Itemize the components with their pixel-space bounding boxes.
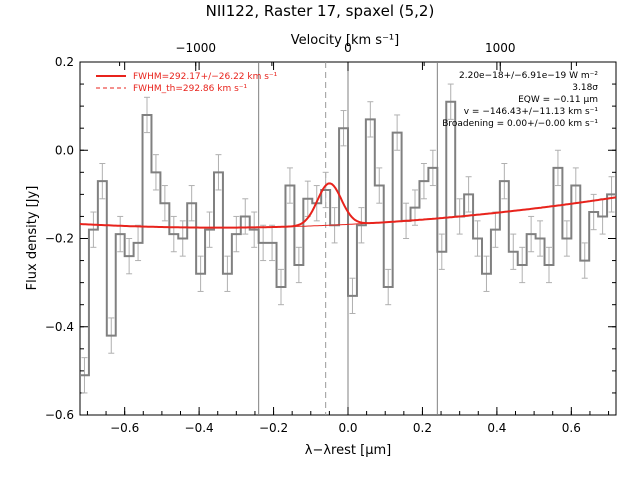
- legend-label-fwhm: FWHM=292.17+/−26.22 km s⁻¹: [133, 72, 278, 82]
- spectrum-series: [80, 100, 616, 377]
- y-tick-label: 0.2: [55, 55, 74, 69]
- legend-label-fwhm-th: FWHM_th=292.86 km s⁻¹: [133, 84, 248, 94]
- top-axis-label: Velocity [km s⁻¹]: [291, 33, 399, 48]
- top-tick-label: 0: [344, 41, 352, 55]
- x-tick-label: −0.2: [259, 421, 288, 435]
- y-tick-label: −0.2: [45, 232, 74, 246]
- x-tick-label: −0.6: [110, 421, 139, 435]
- annotation-sigma: 3.18σ: [572, 83, 598, 93]
- top-tick-label: −1000: [175, 41, 216, 55]
- y-tick-label: −0.6: [45, 408, 74, 422]
- x-tick-label: 0.4: [487, 421, 506, 435]
- spectrum-step-line: [80, 100, 616, 377]
- x-axis-label: λ−λrest [μm]: [305, 443, 391, 458]
- chart-title: NII122, Raster 17, spaxel (5,2): [206, 2, 435, 20]
- annotation-eqw: EQW = −0.11 μm: [518, 95, 598, 105]
- fit-curves: [79, 182, 617, 229]
- x-tick-label: −0.4: [185, 421, 214, 435]
- axis-ticks: −0.6 −0.4 −0.2 0.0 0.2 0.4 0.6 −0.6 −0.4 −0.2 0.0 0…: [45, 41, 616, 435]
- annotations: 2.20e−18+/−6.91e−19 W m⁻² 3.18σ EQW = −0…: [442, 71, 598, 129]
- gaussian-fit-line: [79, 182, 617, 229]
- legend: FWHM=292.17+/−26.22 km s⁻¹ FWHM_th=292.8…: [96, 72, 278, 94]
- y-tick-label: −0.4: [45, 320, 74, 334]
- top-tick-label: 1000: [485, 41, 516, 55]
- annotation-broadening: Broadening = 0.00+/−0.00 km s⁻¹: [442, 119, 598, 129]
- x-tick-label: 0.0: [338, 421, 357, 435]
- annotation-flux: 2.20e−18+/−6.91e−19 W m⁻²: [459, 71, 598, 81]
- x-tick-label: 0.2: [413, 421, 432, 435]
- x-tick-label: 0.6: [562, 421, 581, 435]
- annotation-velocity: v = −146.43+/−11.13 km s⁻¹: [464, 107, 599, 117]
- y-axis-label: Flux density [Jy]: [25, 186, 40, 291]
- y-tick-label: 0.0: [55, 143, 74, 157]
